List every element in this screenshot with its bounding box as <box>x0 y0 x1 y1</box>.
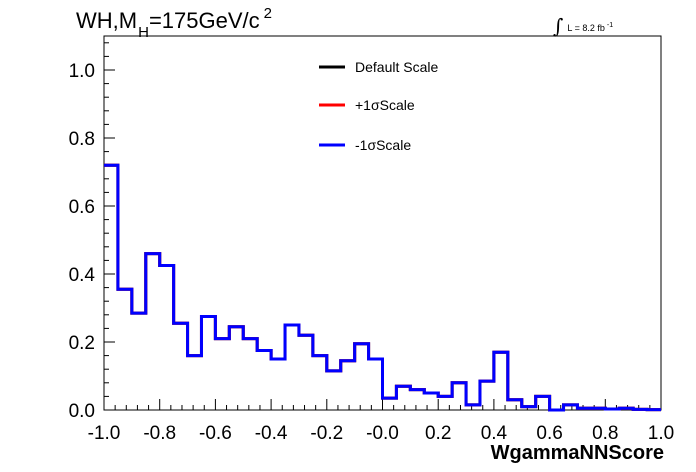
luminosity-label: ∫ L = 8.2 fb -1 <box>553 12 614 38</box>
series-line-1-scale <box>104 163 661 412</box>
title-prefix: WH,M <box>76 8 138 33</box>
x-tick-label: 0.6 <box>536 423 562 444</box>
legend: Default Scale +1σScale -1σScale <box>319 59 438 153</box>
x-axis-label: WgammaNNScore <box>491 442 664 464</box>
x-tick-label: -1.0 <box>88 423 121 444</box>
y-tick-label: 0.2 <box>69 333 95 354</box>
title-subscript: H <box>138 24 149 41</box>
legend-label: +1σScale <box>355 97 415 113</box>
x-tick-label: -0.8 <box>143 423 176 444</box>
chart-title: WH,MH=175GeV/c 2 <box>76 5 272 41</box>
y-tick-label: 1.0 <box>69 61 95 82</box>
y-tick-label: 0.8 <box>69 129 95 150</box>
x-tick-label: 0.8 <box>592 423 618 444</box>
x-tick-label: 1.0 <box>648 423 674 444</box>
y-tick-label: 0.4 <box>69 265 96 286</box>
y-tick-label: 0.0 <box>69 401 95 422</box>
histogram-series <box>104 163 661 412</box>
legend-label: Default Scale <box>355 59 438 75</box>
tick-marks <box>103 42 662 411</box>
luminosity-superscript: -1 <box>606 22 614 29</box>
x-tick-label: -0.0 <box>366 423 399 444</box>
integral-symbol: ∫ <box>553 14 564 38</box>
x-tick-label: -0.6 <box>199 423 232 444</box>
legend-label: -1σScale <box>355 137 411 153</box>
title-superscript: 2 <box>263 5 272 22</box>
title-main: =175GeV/c <box>148 8 260 33</box>
x-tick-label: -0.2 <box>310 423 343 444</box>
luminosity-text: L = 8.2 fb <box>567 23 605 33</box>
x-tick-label: 0.4 <box>481 423 508 444</box>
y-tick-label: 0.6 <box>69 197 95 218</box>
x-tick-label: -0.4 <box>255 423 288 444</box>
tick-labels: -1.0 -0.8 -0.6 -0.4 -0.2 -0.0 0.2 0.4 0.6 0.8 1.0 0… <box>69 61 675 444</box>
x-tick-label: 0.2 <box>425 423 451 444</box>
